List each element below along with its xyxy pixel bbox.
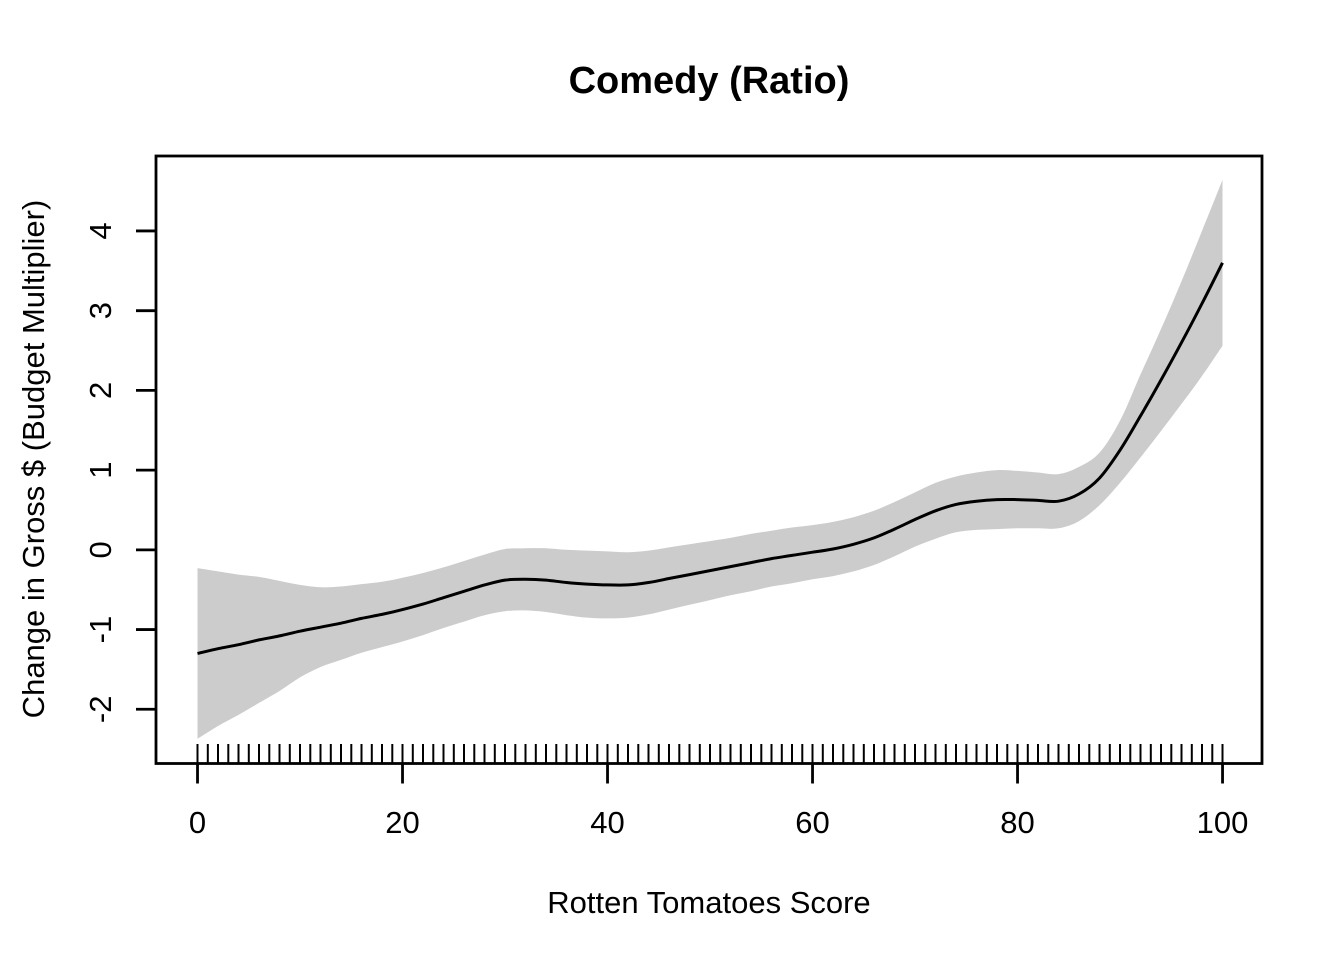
fit-line <box>197 262 1224 655</box>
y-tick-label: -2 <box>83 695 118 723</box>
y-tick-label: -1 <box>83 616 118 644</box>
x-axis-label: Rotten Tomatoes Score <box>547 885 870 920</box>
x-tick-label: 20 <box>385 805 419 840</box>
y-axis-label: Change in Gross $ (Budget Multiplier) <box>16 200 51 719</box>
y-tick-label: 4 <box>83 222 118 239</box>
x-tick-label: 0 <box>189 805 206 840</box>
y-tick-label: 1 <box>83 461 118 478</box>
x-tick-label: 100 <box>1197 805 1249 840</box>
y-tick-label: 0 <box>83 541 118 558</box>
plot-border <box>154 154 1264 765</box>
y-tick-label: 3 <box>83 302 118 319</box>
x-tick-label: 60 <box>795 805 829 840</box>
x-tick-label: 40 <box>590 805 624 840</box>
rug-ticks <box>196 744 1224 764</box>
x-tick-label: 80 <box>1000 805 1034 840</box>
plot-area: 0 20 40 60 80 100 -2 -1 0 1 2 3 4 <box>83 154 1264 840</box>
y-tick-label: 2 <box>83 382 118 399</box>
confidence-band <box>197 179 1223 739</box>
chart-title: Comedy (Ratio) <box>569 60 850 102</box>
